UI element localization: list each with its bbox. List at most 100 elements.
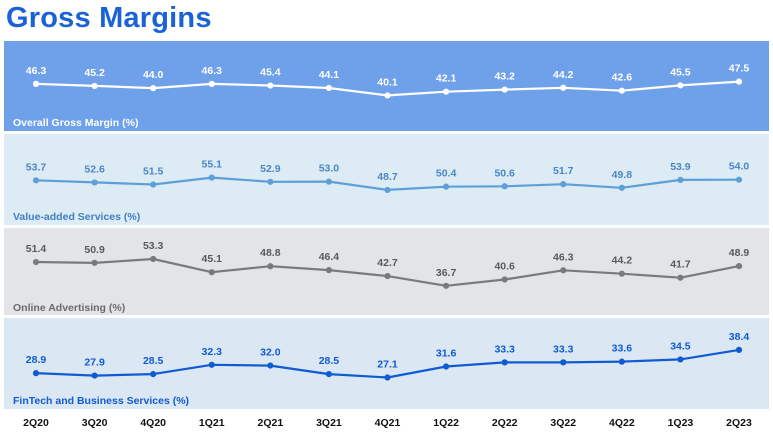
panel-fintech-business-services: 28.9 27.9 28.5 32.3 32.0 28.5 27.1 31.6 33.3 33.3… xyxy=(4,318,769,409)
data-label: 51.4 xyxy=(26,243,47,255)
data-label: 53.7 xyxy=(26,161,47,173)
data-point xyxy=(91,82,98,90)
data-point xyxy=(442,183,450,190)
data-label: 52.9 xyxy=(260,163,281,175)
data-label: 34.5 xyxy=(670,340,691,352)
data-label: 33.6 xyxy=(612,343,633,355)
data-label: 33.3 xyxy=(553,343,574,355)
data-point xyxy=(442,282,450,289)
data-label: 45.1 xyxy=(202,253,223,265)
data-label: 40.6 xyxy=(494,260,515,272)
data-point xyxy=(735,262,743,270)
x-tick-label: 3Q21 xyxy=(316,417,342,429)
panel-label: FinTech and Business Services (%) xyxy=(13,395,189,407)
data-point xyxy=(384,273,391,280)
data-point xyxy=(267,263,274,270)
data-point xyxy=(442,88,450,95)
data-label: 45.4 xyxy=(260,67,281,79)
data-point xyxy=(560,267,567,274)
data-point xyxy=(150,371,157,378)
x-tick-label: 2Q23 xyxy=(726,417,752,429)
panel-online-advertising: 51.4 50.9 53.3 45.1 48.8 46.4 42.7 36.7 40.6 46.3… xyxy=(4,228,769,315)
data-point xyxy=(208,80,215,87)
data-point xyxy=(325,371,333,378)
data-label: 55.1 xyxy=(202,159,223,171)
data-point xyxy=(384,374,391,381)
data-label: 48.7 xyxy=(377,171,398,183)
data-point xyxy=(501,183,508,190)
data-label: 40.1 xyxy=(377,76,398,88)
panel-label: Overall Gross Margin (%) xyxy=(13,117,138,129)
panel-label: Online Advertising (%) xyxy=(13,302,125,314)
panel-background xyxy=(4,134,769,225)
panel-overall-gross-margin: 46.3 45.2 44.0 46.3 45.4 44.1 40.1 42.1 43.2 44.2… xyxy=(4,41,769,131)
x-tick-label: 4Q21 xyxy=(375,417,401,429)
data-point xyxy=(32,370,40,377)
data-label: 50.6 xyxy=(494,167,515,179)
data-point xyxy=(384,186,391,194)
data-point xyxy=(150,181,157,188)
panel-value-added-services: 53.7 52.6 51.5 55.1 52.9 53.0 48.7 50.4 50.6 51.7… xyxy=(4,134,769,225)
data-point xyxy=(501,86,508,93)
x-tick-label: 3Q22 xyxy=(550,417,576,429)
data-label: 42.7 xyxy=(377,257,398,269)
x-tick-label: 3Q20 xyxy=(82,417,108,429)
x-tick-label: 2Q21 xyxy=(257,417,283,429)
data-point xyxy=(267,178,274,185)
panel-background xyxy=(4,318,769,409)
data-label: 41.7 xyxy=(670,259,691,271)
data-label: 44.2 xyxy=(612,255,633,267)
x-tick-label: 4Q22 xyxy=(609,417,635,429)
data-point xyxy=(618,87,625,94)
x-tick-label: 1Q23 xyxy=(668,417,694,429)
data-point xyxy=(91,372,98,379)
data-point xyxy=(560,359,567,366)
data-label: 27.1 xyxy=(377,359,398,371)
x-tick-label: 2Q20 xyxy=(23,417,49,429)
data-label: 28.5 xyxy=(143,355,164,367)
data-point xyxy=(267,82,274,89)
data-label: 50.9 xyxy=(84,244,105,256)
data-label: 47.5 xyxy=(729,63,750,75)
data-label: 46.4 xyxy=(319,251,340,263)
data-point xyxy=(735,346,743,354)
data-label: 28.9 xyxy=(26,354,47,366)
data-point xyxy=(501,359,508,366)
data-point xyxy=(618,358,625,365)
data-label: 46.3 xyxy=(26,65,47,77)
data-label: 45.5 xyxy=(670,66,691,78)
data-label: 27.9 xyxy=(84,357,105,369)
data-label: 50.4 xyxy=(436,168,457,180)
data-label: 49.8 xyxy=(612,169,633,181)
data-point xyxy=(677,176,684,184)
data-label: 44.1 xyxy=(319,69,340,81)
data-label: 44.2 xyxy=(553,69,574,81)
data-point xyxy=(208,174,215,181)
data-point xyxy=(384,92,391,99)
data-label: 31.6 xyxy=(436,348,457,360)
data-label: 48.8 xyxy=(260,247,281,259)
panel-label: Value-added Services (%) xyxy=(13,211,140,223)
data-point xyxy=(677,356,684,363)
x-axis: 2Q20 3Q20 4Q20 1Q21 2Q21 3Q21 4Q21 1Q22 2Q22 3Q22… xyxy=(23,417,752,429)
data-label: 32.0 xyxy=(260,347,281,359)
data-label: 48.9 xyxy=(729,247,750,259)
data-point xyxy=(618,184,625,191)
data-label: 53.9 xyxy=(670,161,691,173)
data-label: 45.2 xyxy=(84,67,105,79)
page-title: Gross Margins xyxy=(6,2,212,34)
data-point xyxy=(735,176,743,183)
data-point xyxy=(150,255,157,263)
data-point xyxy=(677,82,684,89)
data-point xyxy=(32,258,40,266)
panel-background xyxy=(4,41,769,131)
data-label: 32.3 xyxy=(202,346,223,358)
data-point xyxy=(618,270,625,277)
data-point xyxy=(501,276,508,283)
data-label: 28.5 xyxy=(319,355,340,367)
data-point xyxy=(442,363,450,370)
data-label: 46.3 xyxy=(202,65,223,77)
data-point xyxy=(677,274,684,281)
data-point xyxy=(208,361,215,368)
